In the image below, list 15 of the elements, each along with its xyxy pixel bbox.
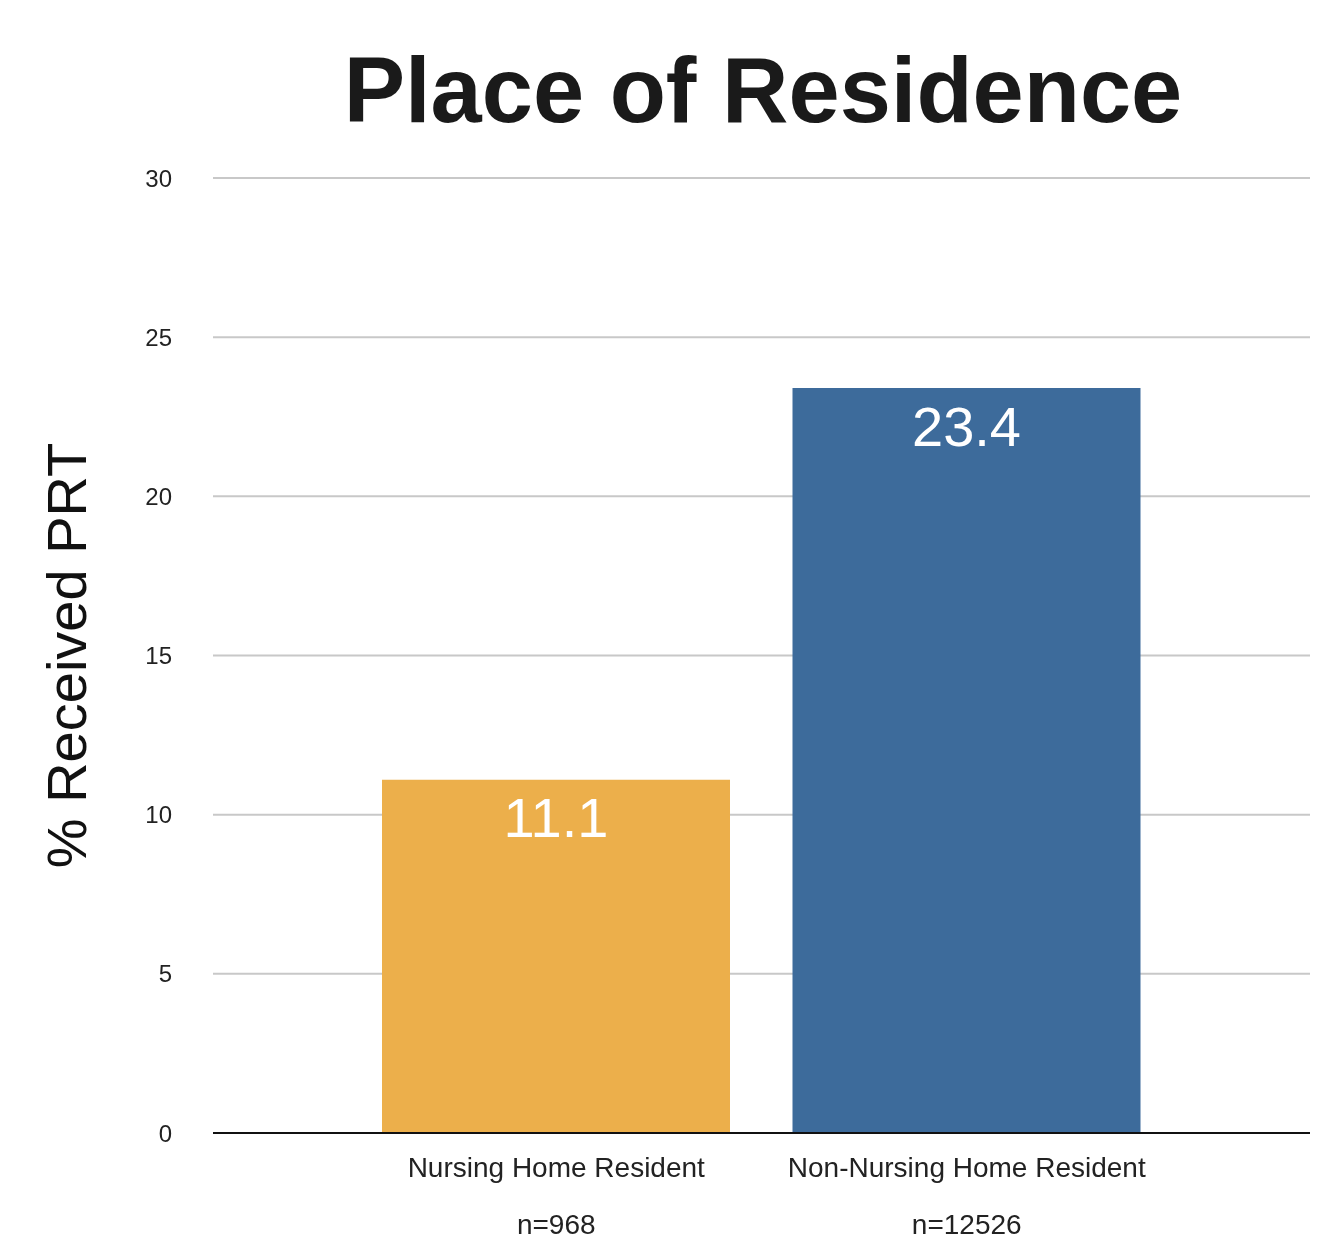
y-tick-label: 25: [145, 323, 172, 351]
data-label: 11.1: [503, 786, 609, 850]
y-tick-label: 30: [145, 164, 172, 192]
y-tick-label: 20: [145, 482, 172, 510]
y-axis-title: % Received PRT: [34, 442, 98, 869]
y-tick-label: 5: [158, 960, 172, 988]
y-tick-label: 10: [145, 801, 172, 829]
data-label: 23.4: [912, 394, 1021, 458]
text: n=12526: [911, 1209, 1022, 1240]
y-tick-label: 15: [145, 642, 172, 670]
x-tick-label: Non-Nursing Home Resident: [787, 1152, 1146, 1183]
text: n=968: [516, 1209, 596, 1240]
x-tick-label: Nursing Home Resident: [407, 1152, 706, 1183]
chart-title: Place of Residence: [342, 38, 1184, 143]
y-tick-label: 0: [158, 1119, 172, 1147]
